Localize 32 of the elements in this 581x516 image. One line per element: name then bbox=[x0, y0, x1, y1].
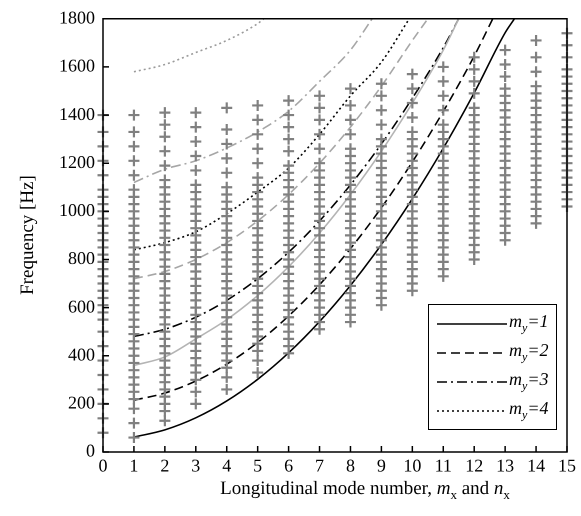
y-tick-label: 200 bbox=[68, 392, 95, 413]
x-tick-label: 14 bbox=[527, 456, 546, 476]
y-tick-label: 1000 bbox=[59, 200, 95, 220]
x-tick-label: 9 bbox=[376, 456, 386, 476]
x-tick-label: 1 bbox=[129, 456, 138, 476]
legend-label: m$_{y}$=2 bbox=[509, 340, 548, 365]
legend-label: m$_{y}$=1 bbox=[509, 311, 548, 336]
y-tick-label: 1400 bbox=[59, 104, 95, 124]
x-tick-label: 6 bbox=[284, 456, 294, 476]
x-tick-label: 11 bbox=[434, 456, 452, 476]
x-tick-label: 7 bbox=[315, 456, 324, 476]
legend-label: m$_{y}$=4 bbox=[509, 398, 548, 423]
y-tick-label: 400 bbox=[68, 344, 95, 364]
y-tick-label: 600 bbox=[68, 296, 95, 316]
x-tick-label: 2 bbox=[160, 456, 170, 476]
y-tick-label: 1800 bbox=[59, 8, 95, 28]
x-axis-title: Longitudinal mode number, m$_{x}$ and n$_{x}$ bbox=[220, 478, 510, 503]
x-tick-label: 4 bbox=[222, 456, 232, 476]
legend-label: m$_{y}$=3 bbox=[509, 369, 548, 394]
x-tick-label: 5 bbox=[253, 456, 262, 476]
x-tick-label: 15 bbox=[558, 456, 576, 476]
y-tick-label: 0 bbox=[86, 440, 95, 461]
y-tick-label: 1200 bbox=[59, 152, 95, 172]
x-tick-label: 0 bbox=[98, 456, 108, 476]
y-tick-label: 1600 bbox=[59, 56, 95, 76]
y-axis-title: Frequency [Hz] bbox=[17, 176, 39, 296]
x-tick-label: 13 bbox=[496, 456, 514, 476]
x-tick-label: 8 bbox=[346, 456, 355, 476]
y-tick-label: 800 bbox=[68, 248, 95, 268]
x-tick-label: 10 bbox=[403, 456, 422, 476]
x-tick-label: 12 bbox=[465, 456, 484, 476]
x-tick-label: 3 bbox=[191, 456, 200, 476]
